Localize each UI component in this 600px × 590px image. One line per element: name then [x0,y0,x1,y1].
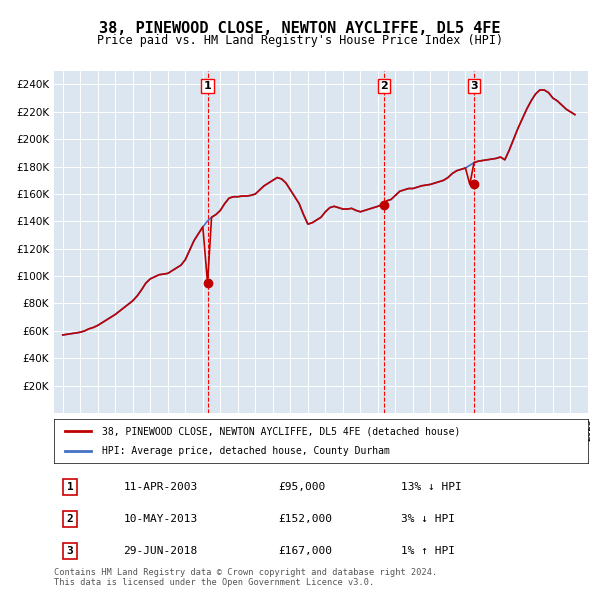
Text: £167,000: £167,000 [278,546,332,556]
Text: 1% ↑ HPI: 1% ↑ HPI [401,546,455,556]
Text: 38, PINEWOOD CLOSE, NEWTON AYCLIFFE, DL5 4FE: 38, PINEWOOD CLOSE, NEWTON AYCLIFFE, DL5… [99,21,501,35]
Text: £152,000: £152,000 [278,514,332,524]
Text: 3: 3 [67,546,73,556]
Text: £95,000: £95,000 [278,482,326,492]
Text: 10-MAY-2013: 10-MAY-2013 [124,514,197,524]
Text: HPI: Average price, detached house, County Durham: HPI: Average price, detached house, Coun… [102,446,390,455]
Text: 13% ↓ HPI: 13% ↓ HPI [401,482,462,492]
Text: 3% ↓ HPI: 3% ↓ HPI [401,514,455,524]
Text: 1: 1 [203,81,211,91]
Text: 11-APR-2003: 11-APR-2003 [124,482,197,492]
Text: 2: 2 [67,514,73,524]
Text: This data is licensed under the Open Government Licence v3.0.: This data is licensed under the Open Gov… [54,578,374,587]
Text: Contains HM Land Registry data © Crown copyright and database right 2024.: Contains HM Land Registry data © Crown c… [54,568,437,576]
Text: 3: 3 [470,81,478,91]
Text: 29-JUN-2018: 29-JUN-2018 [124,546,197,556]
Text: 1: 1 [67,482,73,492]
Text: 38, PINEWOOD CLOSE, NEWTON AYCLIFFE, DL5 4FE (detached house): 38, PINEWOOD CLOSE, NEWTON AYCLIFFE, DL5… [102,427,460,436]
Text: Price paid vs. HM Land Registry's House Price Index (HPI): Price paid vs. HM Land Registry's House … [97,34,503,47]
Text: 2: 2 [380,81,388,91]
